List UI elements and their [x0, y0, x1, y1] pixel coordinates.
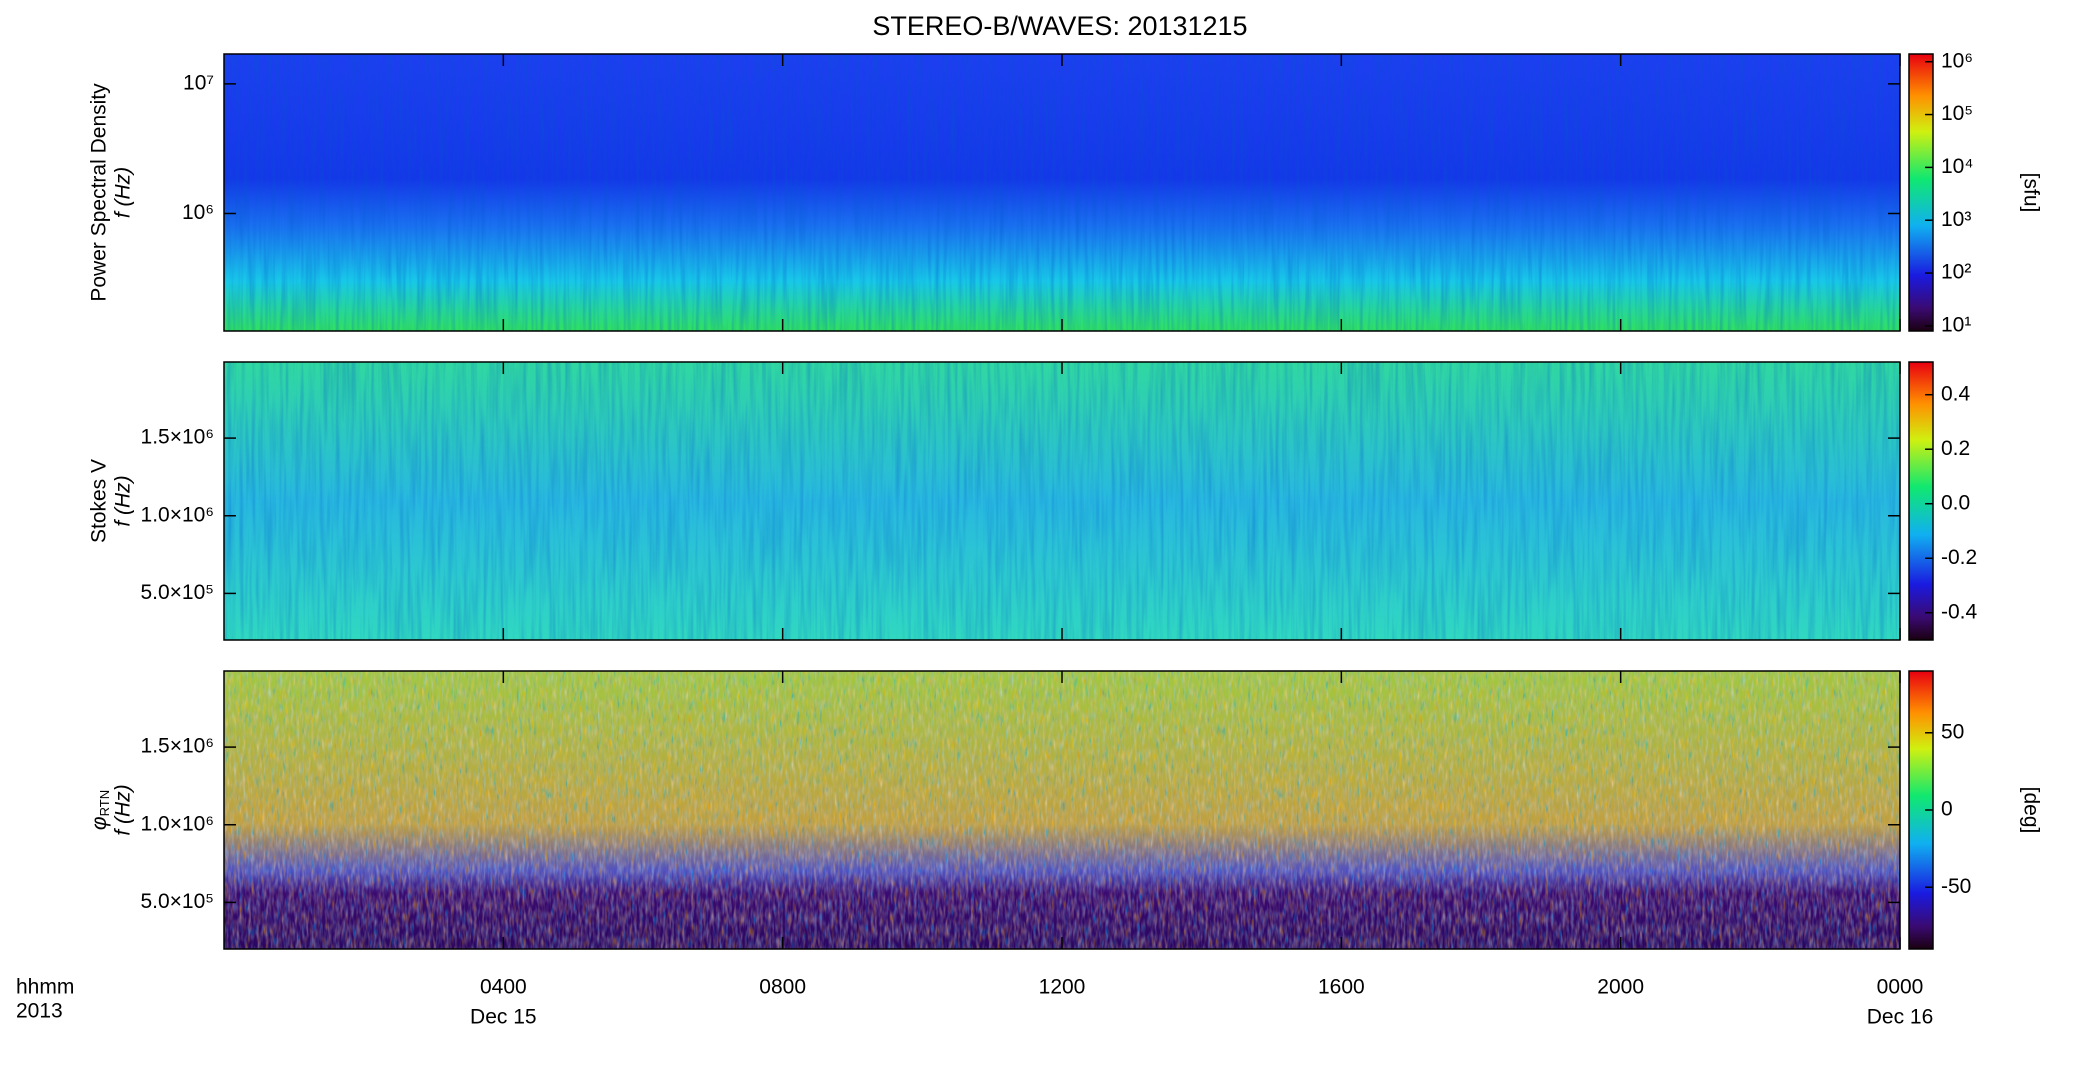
colorbar-tick-label: 0 [1941, 798, 1953, 821]
x-date-label: Dec 15 [470, 1006, 537, 1029]
panel-texture [224, 362, 1900, 640]
y-axis-label: Stokes V [88, 459, 111, 543]
y-tick-label: 10⁷ [183, 71, 214, 94]
colorbar-tick-label: 0.0 [1941, 491, 1970, 514]
label-subscript: RTN [97, 790, 112, 816]
colorbar-tick-label: -0.2 [1941, 546, 1977, 569]
x-tick-label: 0000 [1877, 976, 1924, 999]
y-tick-label: 1.0×10⁶ [141, 812, 214, 835]
y-tick-label: 1.0×10⁶ [141, 503, 214, 526]
y-tick-label: 5.0×10⁵ [140, 581, 214, 604]
x-tick-label: 0800 [759, 976, 806, 999]
panel-texture [224, 671, 1900, 949]
y-tick-label: 1.5×10⁶ [141, 426, 214, 449]
colorbar-tick-label: 10² [1941, 261, 1971, 284]
colorbar-tick-label: 0.4 [1941, 382, 1971, 405]
year-label: 2013 [16, 1000, 63, 1023]
chart-title: STEREO-B/WAVES: 20131215 [872, 11, 1247, 41]
colorbar-tick-label: -0.4 [1941, 600, 1978, 623]
colorbar-tick-label: 10³ [1941, 208, 1971, 231]
colorbar-tick-label: 10⁶ [1941, 49, 1973, 72]
x-date-label: Dec 16 [1867, 1006, 1934, 1029]
colorbar-tick-label: 0.2 [1941, 437, 1970, 460]
colorbar-label: [sfu] [2019, 173, 2042, 213]
y-axis-label: Power Spectral Density [88, 83, 111, 302]
y-axis-label: f (Hz) [112, 167, 135, 218]
panel-texture [224, 54, 1900, 331]
x-tick-label: 0400 [480, 976, 527, 999]
y-tick-label: 5.0×10⁵ [140, 890, 214, 913]
colorbar-label: [deg] [2019, 787, 2042, 834]
colorbar [1908, 53, 1934, 332]
label-symbol: φ [88, 816, 111, 830]
x-tick-label: 1200 [1039, 976, 1086, 999]
x-tick-label: 2000 [1597, 976, 1644, 999]
colorbar-tick-label: 10¹ [1941, 313, 1971, 336]
x-axis-label: hhmm [16, 976, 74, 999]
colorbar-tick-label: -50 [1941, 875, 1971, 898]
spectrogram-background [224, 54, 1900, 949]
colorbar-tick-label: 10⁵ [1941, 102, 1973, 125]
y-axis-label: f (Hz) [112, 784, 135, 835]
y-tick-label: 1.5×10⁶ [141, 735, 214, 758]
y-axis-label: f (Hz) [112, 475, 135, 526]
y-tick-label: 10⁶ [182, 201, 214, 224]
colorbar-tick-label: 10⁴ [1941, 155, 1973, 178]
x-tick-label: 1600 [1318, 976, 1365, 999]
y-axis-label: φRTN [88, 790, 113, 830]
colorbar-tick-label: 50 [1941, 720, 1964, 743]
colorbar [1908, 361, 1934, 641]
